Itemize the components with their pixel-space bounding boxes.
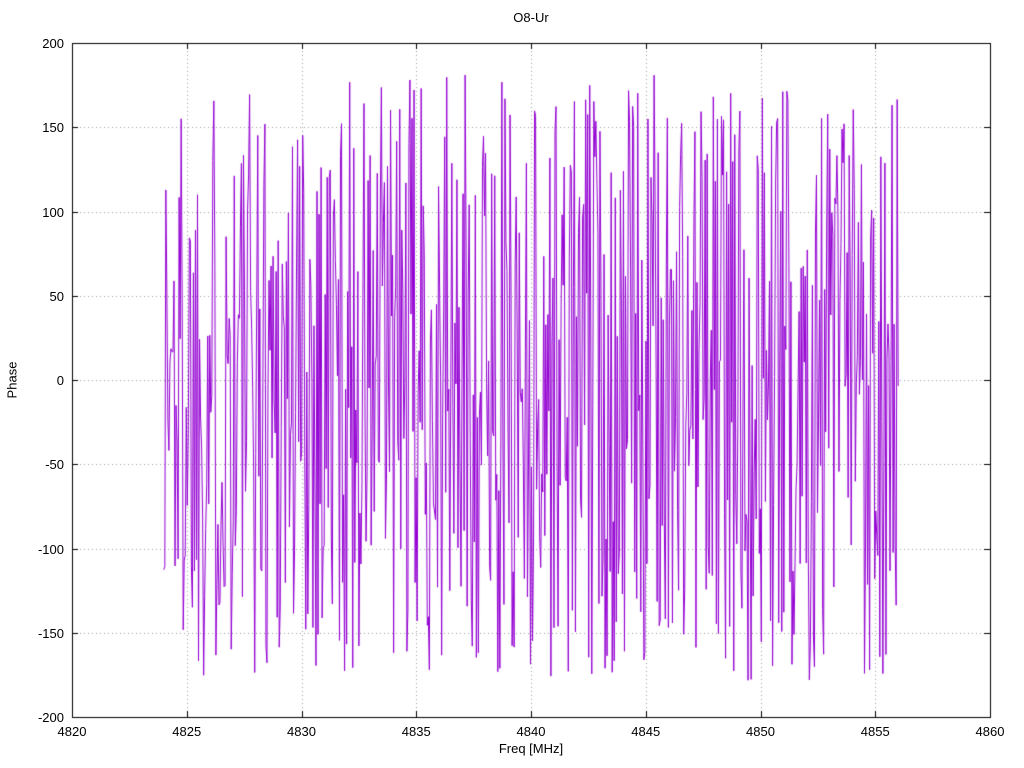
- x-tick-label: 4860: [975, 724, 1005, 739]
- y-tick-label: 150: [42, 120, 64, 136]
- x-tick-label: 4830: [287, 724, 316, 739]
- y-tick-label: -200: [37, 710, 64, 725]
- chart-title: O8-Ur: [513, 10, 549, 25]
- y-tick-label: -50: [45, 457, 64, 473]
- x-tick-label: 4850: [746, 724, 775, 739]
- x-tick-label: 4825: [172, 724, 202, 739]
- y-tick-label: 200: [42, 36, 64, 51]
- y-tick-label: -150: [37, 625, 64, 641]
- x-tick-label: 4840: [516, 724, 546, 739]
- y-tick-label: 50: [49, 288, 64, 304]
- x-tick-label: 4820: [57, 724, 87, 739]
- x-axis-label: Freq [MHz]: [498, 741, 564, 756]
- x-tick-label: 4845: [631, 724, 661, 739]
- y-tick-label: 100: [42, 204, 64, 220]
- y-tick-label: 0: [56, 373, 64, 388]
- x-tick-label: 4835: [401, 724, 431, 739]
- x-tick-label: 4855: [860, 724, 890, 739]
- y-tick-label: -100: [37, 541, 64, 557]
